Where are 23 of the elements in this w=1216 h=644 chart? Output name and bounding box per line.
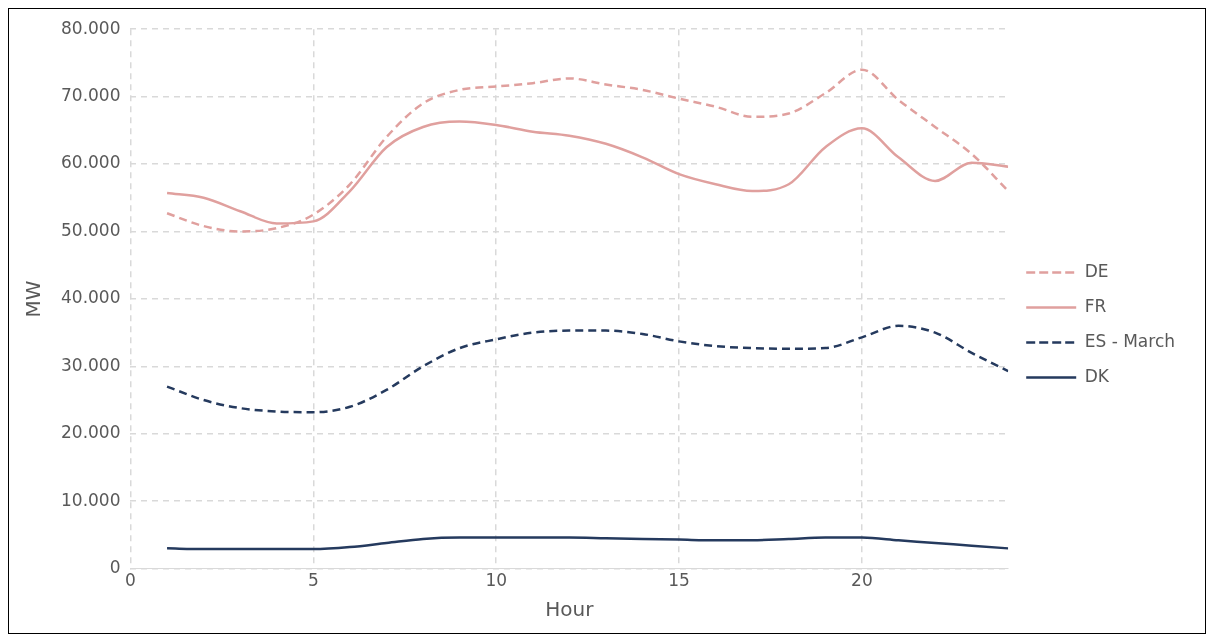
y-tick-label: 10.000 bbox=[61, 489, 121, 510]
line-series bbox=[165, 324, 1009, 414]
legend-label: FR bbox=[1084, 295, 1107, 316]
y-axis-title: MW bbox=[21, 280, 46, 318]
x-tick-label: 5 bbox=[307, 570, 319, 591]
y-tick-label: 70.000 bbox=[61, 85, 121, 106]
x-axis-title: Hour bbox=[545, 597, 595, 622]
line-series bbox=[165, 536, 1009, 551]
y-tick-label: 50.000 bbox=[61, 219, 121, 240]
x-tick-label: 20 bbox=[851, 570, 873, 591]
x-tick-label: 0 bbox=[125, 570, 136, 591]
x-tick-label: 10 bbox=[485, 570, 508, 591]
y-tick-label: 80.000 bbox=[61, 17, 121, 38]
legend-label: DE bbox=[1084, 260, 1109, 281]
y-tick-label: 30.000 bbox=[61, 354, 121, 375]
legend-label: ES - March bbox=[1084, 330, 1175, 351]
line-series bbox=[165, 68, 1009, 233]
y-tick-label: 0 bbox=[109, 557, 121, 578]
legend-label: DK bbox=[1084, 365, 1110, 386]
x-tick-label: 15 bbox=[668, 570, 690, 591]
y-tick-label: 20.000 bbox=[61, 422, 121, 443]
y-tick-label: 60.000 bbox=[61, 152, 121, 173]
y-tick-label: 40.000 bbox=[61, 287, 121, 308]
